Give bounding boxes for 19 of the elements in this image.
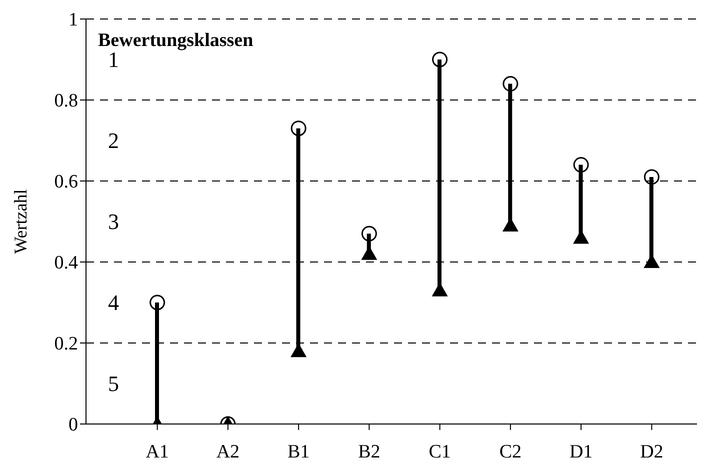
y-tick-label: 1	[68, 10, 78, 31]
x-tick-label: B2	[358, 441, 380, 462]
y-tick-label: 0.4	[54, 252, 78, 274]
y-tick-label: 0.8	[54, 90, 78, 112]
y-tick-label: 0	[68, 414, 78, 436]
y-tick-label: 0.6	[54, 172, 78, 193]
annotation: 2	[108, 128, 119, 152]
y-tick-label: 0.2	[54, 334, 78, 355]
x-tick-label: C1	[428, 441, 451, 462]
x-tick-label: A1	[146, 441, 169, 462]
annotation: 5	[108, 370, 119, 396]
annotation: 4	[108, 290, 119, 314]
annotation: 3	[108, 208, 119, 234]
x-tick-label: D2	[640, 441, 664, 462]
y-axis-title: Wertzahl	[10, 189, 30, 254]
x-tick-label: B1	[287, 441, 310, 462]
x-tick-label: D1	[569, 441, 593, 462]
x-tick-label: A2	[216, 441, 240, 462]
x-tick-label: C2	[499, 441, 522, 462]
